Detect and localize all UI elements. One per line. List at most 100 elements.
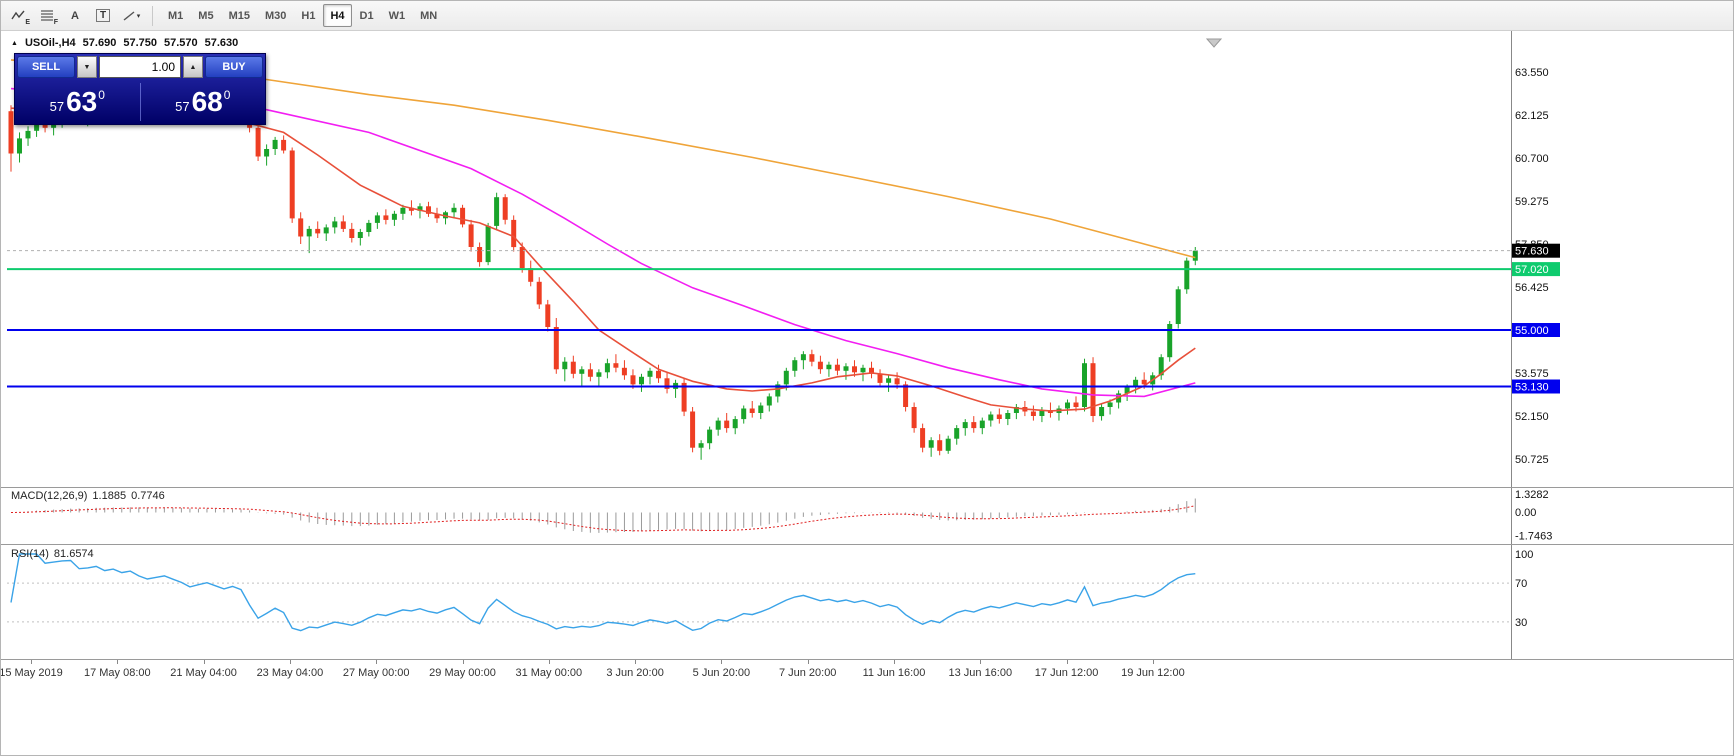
buy-button[interactable]: BUY [205,56,263,78]
time-axis-label: 23 May 04:00 [256,667,324,679]
buy-price-button[interactable]: 57 68 0 [141,80,266,124]
indicators-tool-button[interactable]: E [6,4,32,27]
time-axis-label: 19 Jun 12:00 [1121,667,1185,679]
rsi-name: RSI(14) [11,548,49,560]
chart-line-icon [11,10,25,19]
fast-ma-line [10,107,1196,412]
timeframe-m30-button[interactable]: M30 [258,4,293,27]
rsi-line [10,553,1196,632]
quote-open: 57.690 [82,37,117,49]
panel-divider[interactable] [1,544,1733,545]
price-badge-label: 55.000 [1515,325,1549,337]
time-axis-label: 5 Jun 20:00 [692,667,751,679]
price-scale-label: 59.275 [1515,196,1549,208]
rsi-scale-label: 100 [1515,549,1533,561]
time-axis-label: 17 May 08:00 [83,667,151,679]
quote-header: ▲ USOil-,H4 57.690 57.750 57.570 57.630 [11,37,238,49]
panel-divider[interactable] [1,659,1733,660]
sell-price-button[interactable]: 57 63 0 [15,80,140,124]
indicators-tool-sub-label: E [25,19,30,26]
rsi-scale-label: 30 [1515,617,1527,629]
time-axis-tick [548,660,550,664]
time-axis-label: 13 Jun 16:00 [948,667,1013,679]
timeframe-h4-button[interactable]: H4 [323,4,352,27]
time-axis-label: 7 Jun 20:00 [778,667,837,679]
time-axis-label: 11 Jun 16:00 [862,667,926,679]
buy-price-prefix: 57 [175,98,190,114]
chart-shift-marker[interactable] [1205,38,1223,48]
symbol-timeframe-label: USOil-,H4 [24,37,76,49]
rsi-value: 81.6574 [53,548,94,560]
timeframe-buttons-group: M1 M5 M15 M30 H1 H4 D1 W1 MN [161,4,444,27]
quote-close: 57.630 [204,37,239,49]
panel-divider[interactable] [1,487,1733,488]
rsi-scale-label: 70 [1515,578,1527,590]
objects-tool-sub-label: F [53,19,58,26]
price-scale-label: 63.550 [1515,67,1549,79]
timeframe-m1-button[interactable]: M1 [161,4,190,27]
time-axis-tick [289,660,291,664]
macd-histogram [19,498,1196,533]
text-tool-label: T [95,9,111,22]
price-badge [1512,243,1560,258]
rsi-indicator-canvas[interactable]: 100 70 30 [1,545,1734,659]
volume-increase-button[interactable]: ▲ [183,56,203,78]
macd-scale-label: 0.00 [1515,507,1536,519]
time-axis-label: 15 May 2019 [0,667,63,679]
timeframe-m15-button[interactable]: M15 [222,4,257,27]
time-axis-label: 3 Jun 20:00 [606,667,664,679]
arrow-tool-label: A [71,9,79,22]
time-axis-tick [462,660,464,664]
time-axis[interactable]: 15 May 2019 17 May 08:00 21 May 04:00 23 Ma… [0,660,1733,687]
macd-signal-value: 0.7746 [131,490,165,502]
timeframe-d1-button[interactable]: D1 [353,4,381,27]
price-badge [1512,323,1560,337]
sell-button[interactable]: SELL [17,56,75,78]
price-scale-axis-line [1511,31,1512,660]
time-axis-tick [376,660,378,664]
line-tools-button[interactable]: ▾ [118,4,144,27]
volume-decrease-button[interactable]: ▼ [77,56,97,78]
macd-scale-label: 1.3282 [1515,489,1549,501]
price-scale-label: 53.575 [1515,368,1549,380]
time-axis-tick [635,660,637,664]
text-tool-button[interactable]: T [90,4,116,27]
time-axis-tick [117,660,119,664]
sell-price-big: 63 [66,86,98,117]
time-axis-label: 21 May 04:00 [170,667,237,679]
price-chart-canvas[interactable]: 63.55062.12560.70059.27557.85056.42553.5… [1,31,1734,487]
price-scale-label: 52.150 [1515,411,1549,423]
volume-input[interactable] [99,56,181,78]
trade-panel-prices-row: 57 63 0 57 68 0 [15,80,265,124]
price-scale-label: 62.125 [1515,110,1549,122]
macd-signal-line [10,505,1196,532]
timeframe-m5-button[interactable]: M5 [191,4,220,27]
candles-layer [8,94,1198,460]
price-divider [139,83,141,121]
price-badge-label: 57.020 [1515,264,1549,276]
time-axis-label: 27 May 00:00 [342,667,410,679]
price-badge-label: 57.630 [1515,246,1549,258]
price-badge [1512,379,1560,394]
buy-price-big: 68 [191,86,223,117]
macd-indicator-canvas[interactable]: 1.3282 0.00 -1.7463 [1,488,1734,544]
timeframe-mn-button[interactable]: MN [413,4,444,27]
quote-high: 57.750 [123,37,157,49]
timeframe-w1-button[interactable]: W1 [382,4,413,27]
toolbar-separator [152,5,153,26]
time-axis-tick [1152,660,1154,664]
collapse-trade-panel-icon[interactable]: ▲ [11,39,18,47]
sell-price-prefix: 57 [49,98,65,114]
time-axis-tick [894,660,895,664]
time-axis-tick [203,660,205,664]
timeframe-h1-button[interactable]: H1 [294,4,322,27]
price-badge-label: 53.130 [1515,382,1549,394]
arrow-tool-button[interactable]: A [62,4,88,27]
quote-low: 57.570 [163,37,198,49]
objects-list-tool-button[interactable]: F [34,4,60,27]
line-tools-caret-icon: ▾ [136,12,141,20]
trendline-icon [123,10,135,21]
time-axis-tick [807,660,809,664]
price-scale-label: 60.700 [1515,153,1549,165]
